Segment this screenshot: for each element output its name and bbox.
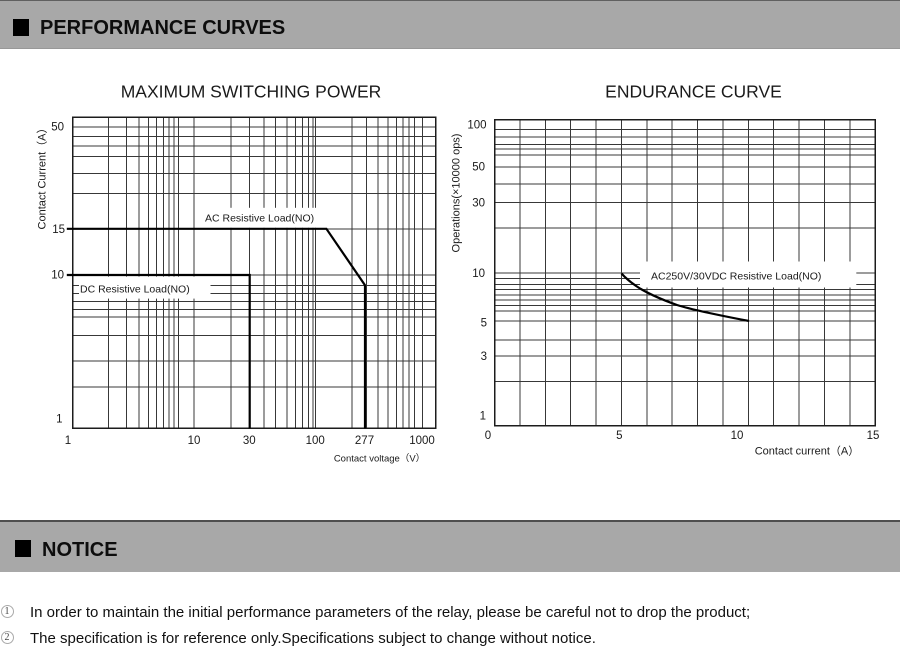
svg-text:Contact voltage（V）: Contact voltage（V） — [334, 453, 425, 465]
svg-text:Contact current（A）: Contact current（A） — [755, 445, 860, 458]
svg-text:100: 100 — [467, 120, 486, 132]
svg-text:0: 0 — [485, 430, 491, 442]
svg-text:MAXIMUM SWITCHING POWER: MAXIMUM SWITCHING POWER — [121, 82, 382, 102]
svg-text:Contact Current（A）: Contact Current（A） — [36, 123, 49, 230]
svg-text:100: 100 — [306, 435, 325, 447]
svg-text:AC250V/30VDC Resistive Load(N: AC250V/30VDC Resistive Load(NO) — [651, 271, 821, 283]
svg-text:15: 15 — [52, 224, 65, 236]
svg-text:AC Resistive Load(NO): AC Resistive Load(NO) — [205, 213, 314, 225]
svg-text:10: 10 — [51, 270, 64, 282]
svg-text:ENDURANCE CURVE: ENDURANCE CURVE — [605, 82, 782, 102]
svg-text:Operations(×10000 ops): Operations(×10000 ops) — [451, 134, 463, 253]
svg-text:15: 15 — [867, 430, 880, 442]
svg-text:1: 1 — [56, 414, 62, 426]
svg-text:10: 10 — [188, 435, 201, 447]
svg-text:10: 10 — [472, 268, 485, 280]
svg-text:3: 3 — [481, 351, 487, 363]
svg-text:30: 30 — [243, 435, 256, 447]
svg-text:50: 50 — [51, 122, 64, 134]
svg-text:277: 277 — [355, 435, 374, 447]
svg-text:5: 5 — [616, 430, 622, 442]
svg-text:10: 10 — [731, 430, 744, 442]
svg-text:1: 1 — [65, 435, 71, 447]
svg-text:1000: 1000 — [409, 435, 435, 447]
svg-text:1: 1 — [480, 411, 486, 423]
svg-text:5: 5 — [481, 318, 487, 330]
svg-text:DC Resistive Load(NO): DC Resistive Load(NO) — [80, 284, 190, 296]
svg-text:30: 30 — [472, 198, 485, 210]
svg-text:50: 50 — [472, 162, 485, 174]
